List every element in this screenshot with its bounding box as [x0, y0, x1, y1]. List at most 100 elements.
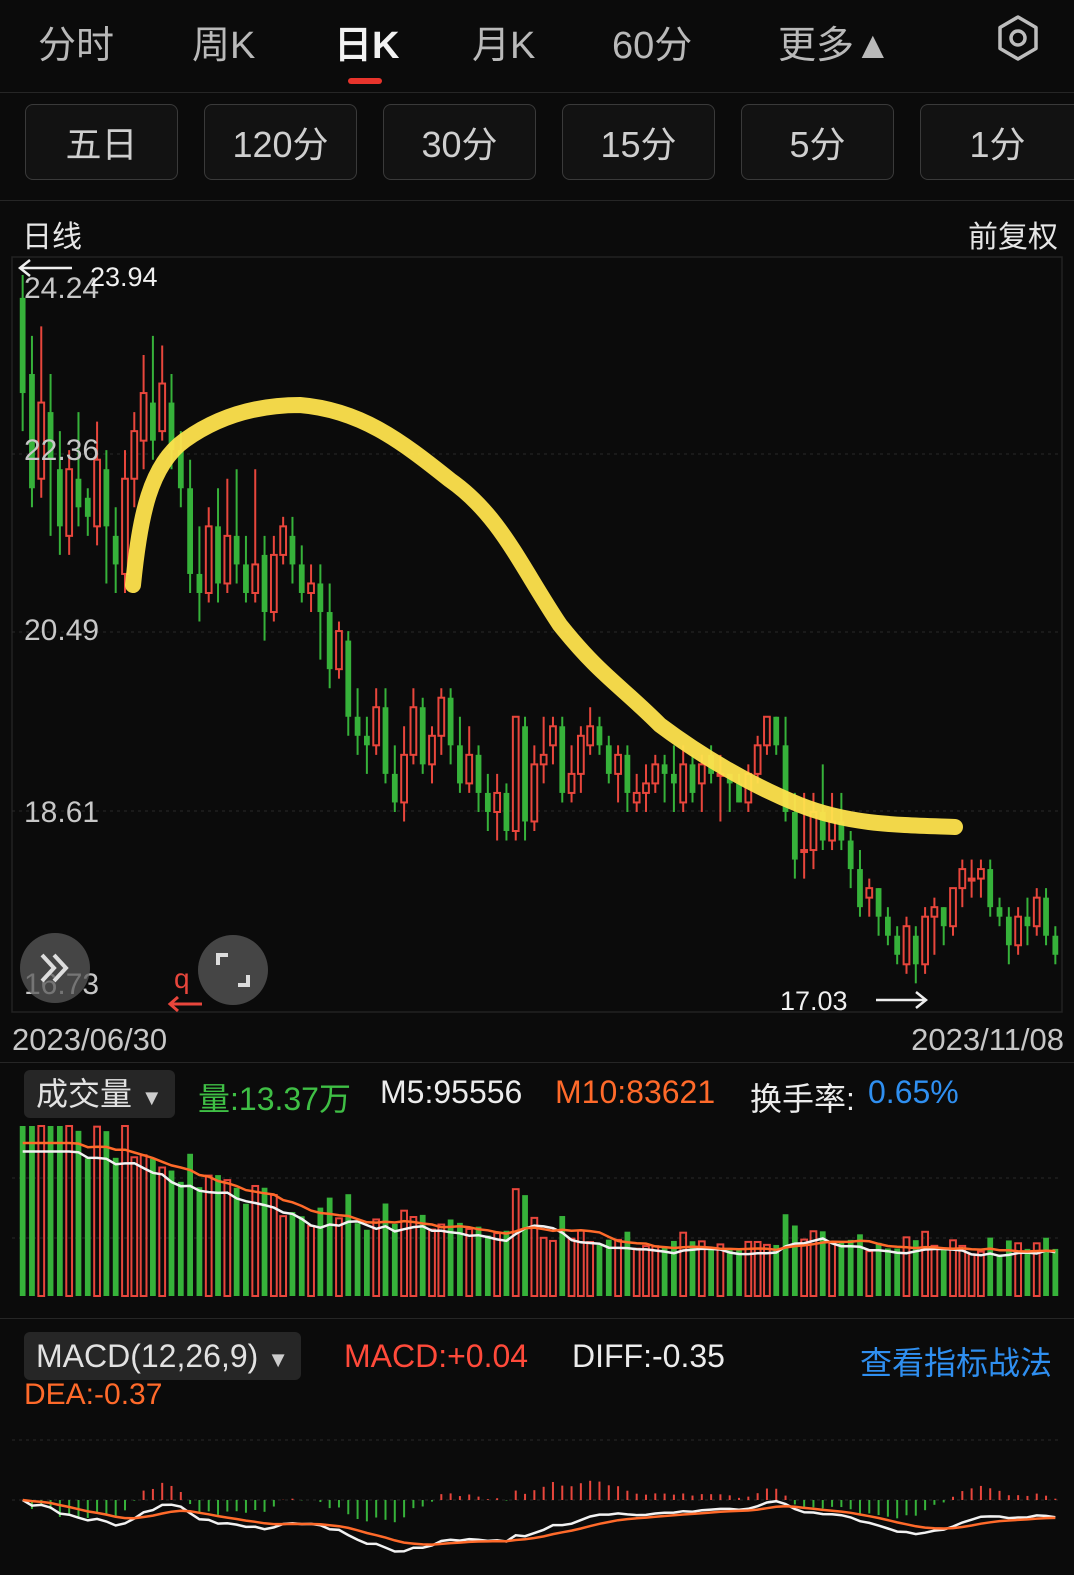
price-axis-tick: 18.61	[24, 796, 100, 829]
candle-down	[522, 726, 528, 822]
volume-bar	[1005, 1240, 1012, 1296]
volume-bar	[335, 1217, 343, 1297]
volume-chart[interactable]	[0, 1118, 1074, 1300]
candle-up	[251, 563, 260, 594]
period-120min-button[interactable]: 120分	[204, 104, 357, 180]
period-1min-button[interactable]: 1分	[920, 104, 1074, 180]
volume-bar	[47, 1126, 54, 1296]
candle-up	[1014, 915, 1023, 947]
volume-bar	[605, 1239, 612, 1296]
candle-down	[289, 535, 296, 565]
volume-bar	[1043, 1237, 1049, 1296]
candle-up	[279, 525, 288, 556]
candle-down	[261, 554, 268, 613]
divider	[0, 1318, 1074, 1319]
volume-bar	[354, 1223, 361, 1296]
candle-up	[269, 553, 278, 614]
period-15min-button[interactable]: 15分	[562, 104, 715, 180]
volume-bar	[809, 1230, 818, 1297]
candle-down	[298, 564, 305, 593]
chart-period-label: 日线	[22, 221, 82, 254]
tab-daily-k[interactable]: 日K	[334, 25, 400, 67]
candlestick-chart[interactable]	[0, 255, 1074, 1015]
candle-down	[19, 297, 26, 394]
volume-bar	[996, 1254, 1003, 1296]
volume-bar	[345, 1194, 352, 1296]
double-chevron-right-icon	[40, 953, 69, 983]
candle-down	[671, 773, 677, 784]
volume-bar	[1014, 1242, 1023, 1297]
candle-up	[958, 868, 967, 890]
candle-up	[437, 696, 446, 737]
tab-more[interactable]: 更多▲	[778, 25, 892, 67]
volume-bar	[493, 1232, 502, 1298]
candle-up	[949, 887, 957, 928]
volume-bar	[977, 1250, 985, 1297]
candle-down	[475, 754, 482, 793]
red-marker-icon: q	[167, 963, 202, 1012]
fullscreen-button[interactable]	[198, 935, 268, 1005]
active-tab-indicator	[348, 78, 382, 84]
macd-indicator-dropdown[interactable]: MACD(12,26,9) ▼	[24, 1332, 301, 1380]
candle-up	[614, 753, 622, 775]
candle-down	[196, 573, 203, 593]
tab-fenshi[interactable]: 分时	[38, 25, 115, 67]
volume-bar	[289, 1212, 296, 1296]
expand-sidebar-button[interactable]	[20, 933, 90, 1003]
candle-down	[382, 707, 389, 774]
candle-down	[689, 764, 696, 793]
candle-up	[139, 392, 148, 442]
period-5min-button[interactable]: 5分	[741, 104, 894, 180]
candle-down	[326, 612, 333, 670]
volume-bar	[567, 1237, 576, 1297]
candle-down	[894, 935, 901, 955]
volume-bar	[372, 1218, 381, 1297]
volume-bar	[177, 1181, 184, 1296]
period-5day-button[interactable]: 五日	[25, 104, 178, 180]
indicator-strategy-link[interactable]: 查看指标战法	[859, 1345, 1052, 1381]
candle-down	[363, 735, 370, 746]
period-low-value: 17.03	[780, 986, 848, 1016]
tab-monthly-k[interactable]: 月K	[472, 25, 536, 67]
candle-down	[75, 478, 82, 508]
candle-down	[56, 469, 63, 527]
settings-gear-icon[interactable]	[994, 14, 1042, 62]
adjust-mode-label[interactable]: 前复权	[968, 221, 1058, 254]
candle-down	[1043, 897, 1049, 936]
candle-up	[800, 849, 809, 854]
candle-up	[828, 820, 836, 842]
volume-bar	[317, 1207, 324, 1296]
volume-bar	[326, 1197, 333, 1296]
macd-diff-line	[22, 1498, 1056, 1553]
divider	[0, 1062, 1074, 1063]
volume-bar	[576, 1229, 585, 1297]
candle-up	[400, 753, 408, 804]
price-axis-tick: 20.49	[24, 614, 100, 647]
candle-down	[29, 374, 35, 489]
volume-m5: M5:95556	[380, 1074, 523, 1110]
volume-indicator-dropdown[interactable]: 成交量 ▼	[24, 1070, 175, 1118]
volume-bar	[465, 1227, 474, 1297]
tab-60min[interactable]: 60分	[612, 25, 693, 67]
tab-weekly-k[interactable]: 周K	[192, 25, 256, 67]
candle-down	[243, 564, 249, 593]
candle-down	[624, 754, 631, 793]
volume-bar	[744, 1240, 753, 1297]
macd-chart[interactable]	[0, 1380, 1074, 1570]
candle-up	[967, 877, 976, 882]
volume-bar	[522, 1195, 528, 1296]
volume-bar	[65, 1125, 74, 1297]
volume-bar	[121, 1125, 129, 1297]
volume-bar	[708, 1247, 715, 1296]
candle-up	[409, 706, 418, 756]
volume-bar	[130, 1156, 139, 1298]
volume-bar	[726, 1250, 733, 1296]
volume-bar	[298, 1216, 305, 1296]
turnover-label: 换手率:	[750, 1081, 855, 1117]
volume-bar	[37, 1125, 46, 1297]
period-30min-button[interactable]: 30分	[383, 104, 536, 180]
chevron-down-icon: ▼	[267, 1347, 289, 1372]
volume-bar	[875, 1242, 882, 1296]
divider	[0, 200, 1074, 201]
candle-down	[884, 916, 891, 936]
